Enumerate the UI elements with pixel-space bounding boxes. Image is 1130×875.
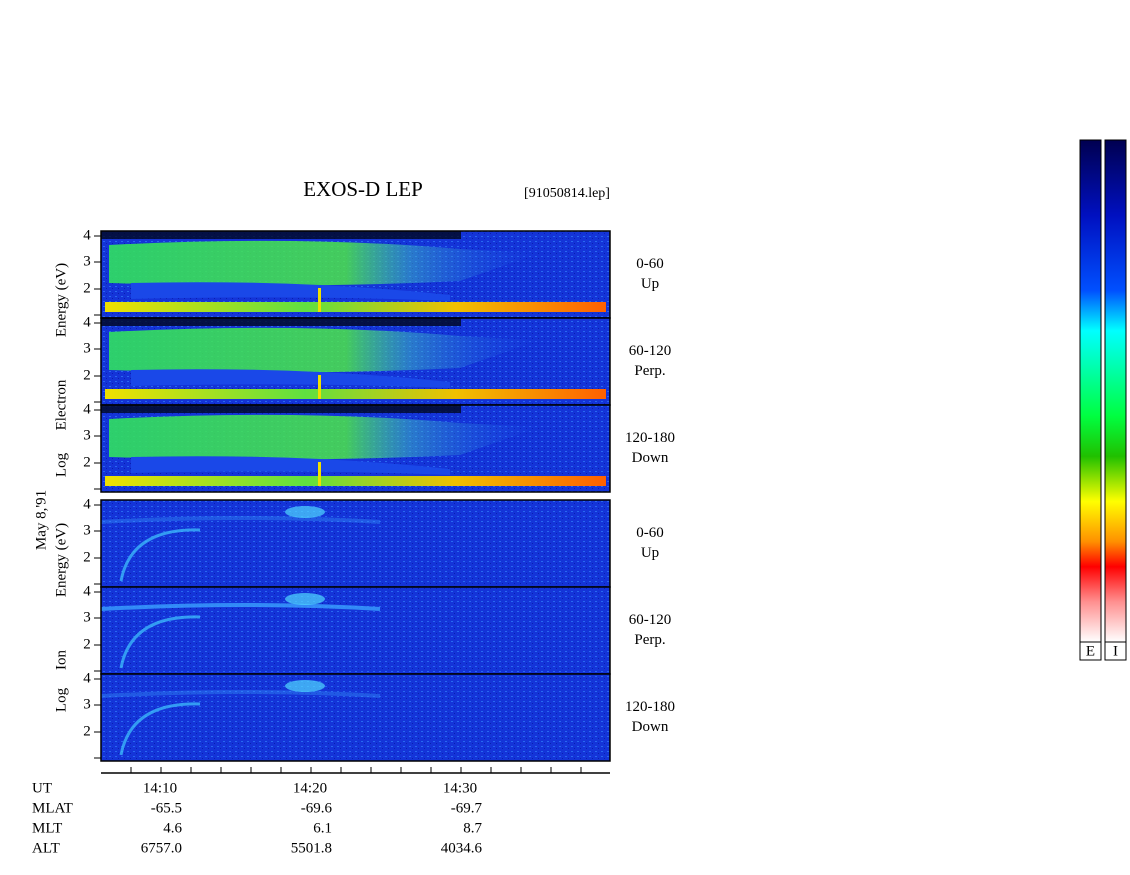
colorbar-label-box: [1104, 641, 1127, 661]
axis-label: Log: [53, 452, 69, 477]
direction-label: Perp.: [634, 632, 665, 648]
spectrogram-arc: [100, 690, 381, 698]
row-value: 5501.8: [291, 840, 332, 856]
y-tick-label: 3: [83, 253, 91, 269]
spectrogram-band: [131, 282, 450, 301]
date-label: May 8,'91: [33, 490, 49, 550]
spectrogram-stripe: [105, 302, 606, 312]
spectrogram-background: [101, 587, 610, 674]
spectrogram-arc: [100, 603, 381, 611]
spectrogram-patch: [285, 593, 325, 605]
spectrogram-top-edge: [101, 318, 461, 326]
row-value: 4034.6: [441, 840, 483, 856]
row-value: 14:20: [293, 780, 327, 796]
spectrogram-patch: [285, 506, 325, 518]
spectrogram-spike: [318, 288, 321, 312]
y-tick-label: 4: [83, 670, 91, 686]
y-tick-label: 3: [83, 696, 91, 712]
spectrogram-arc: [119, 702, 201, 756]
spectrogram-band: [109, 327, 540, 373]
spectrogram-band: [109, 414, 540, 460]
spectrogram-panel: [100, 317, 611, 406]
direction-label: Down: [632, 719, 669, 735]
spectrogram-background: [101, 500, 610, 587]
y-tick-label: 3: [83, 522, 91, 538]
spectrogram-panel: [100, 499, 611, 588]
colorbar: [1079, 139, 1102, 643]
axis-label: Ion: [53, 650, 69, 670]
spectrogram-arc: [119, 528, 201, 582]
y-tick-label: 2: [83, 636, 91, 652]
spectrogram-arc: [119, 615, 201, 669]
spectrogram-spike: [318, 375, 321, 399]
y-tick-label: 2: [83, 549, 91, 565]
row-value: 14:30: [443, 780, 477, 796]
row-name: ALT: [32, 840, 60, 856]
angle-label: 0-60: [636, 256, 664, 272]
colorbars: E I: [1079, 139, 1127, 661]
panel-frame: [100, 404, 611, 493]
row-value: -69.7: [451, 800, 483, 816]
row-value: 4.6: [163, 820, 182, 836]
axis-label: Energy (eV): [53, 523, 69, 597]
y-tick-label: 2: [83, 280, 91, 296]
spectrogram-spike: [318, 462, 321, 486]
y-tick-label: 4: [83, 583, 91, 599]
row-value: -69.6: [301, 800, 333, 816]
axis-label: Log: [53, 687, 69, 712]
y-tick-label: 2: [83, 454, 91, 470]
row-value: -65.5: [151, 800, 182, 816]
colorbar-label-box: [1079, 641, 1102, 661]
colorbar-label: E: [1086, 643, 1095, 659]
spectrogram-stripe: [105, 476, 606, 486]
row-value: 6757.0: [141, 840, 182, 856]
spectrogram-band: [131, 456, 450, 475]
y-tick-label: 4: [83, 314, 91, 330]
y-tick-label: 2: [83, 367, 91, 383]
angle-label: 0-60: [636, 525, 664, 541]
colorbar-label: I: [1113, 643, 1118, 659]
file-name: [91050814.lep]: [524, 186, 610, 201]
title: EXOS-D LEP: [303, 177, 423, 201]
spectrogram-panel: [100, 673, 611, 762]
row-value: 14:10: [143, 780, 177, 796]
y-tick-label: 4: [83, 227, 91, 243]
y-tick-label: 3: [83, 427, 91, 443]
spectrogram-stripe: [105, 389, 606, 399]
panel-frame: [100, 673, 611, 762]
spectrogram-patch: [285, 680, 325, 692]
direction-label: Up: [641, 276, 659, 292]
axis-label: Energy (eV): [53, 263, 69, 337]
axis-label: Electron: [53, 379, 69, 430]
y-tick-label: 2: [83, 723, 91, 739]
spectrogram-panel: [100, 404, 611, 493]
direction-label: Up: [641, 545, 659, 561]
spectrogram-top-edge: [101, 405, 461, 413]
y-tick-label: 3: [83, 609, 91, 625]
spectrogram-panel: [100, 230, 611, 319]
direction-label: Perp.: [634, 363, 665, 379]
colorbar: [1104, 139, 1127, 643]
row-name: MLT: [32, 820, 62, 836]
spectrogram-panel: [100, 586, 611, 675]
row-value: 8.7: [463, 820, 482, 836]
spectrogram-background: [101, 674, 610, 761]
y-tick-label: 3: [83, 340, 91, 356]
y-tick-label: 4: [83, 496, 91, 512]
row-name: MLAT: [32, 800, 73, 816]
angle-label: 60-120: [629, 612, 672, 628]
row-value: 6.1: [313, 820, 332, 836]
spectrogram-band: [131, 369, 450, 388]
row-name: UT: [32, 780, 52, 796]
angle-label: 120-180: [625, 430, 675, 446]
y-tick-label: 4: [83, 401, 91, 417]
spectrogram-band: [109, 240, 540, 286]
spectrogram-arc: [100, 516, 381, 524]
spectrogram-top-edge: [101, 231, 461, 239]
direction-label: Down: [632, 450, 669, 466]
angle-label: 120-180: [625, 699, 675, 715]
angle-label: 60-120: [629, 343, 672, 359]
